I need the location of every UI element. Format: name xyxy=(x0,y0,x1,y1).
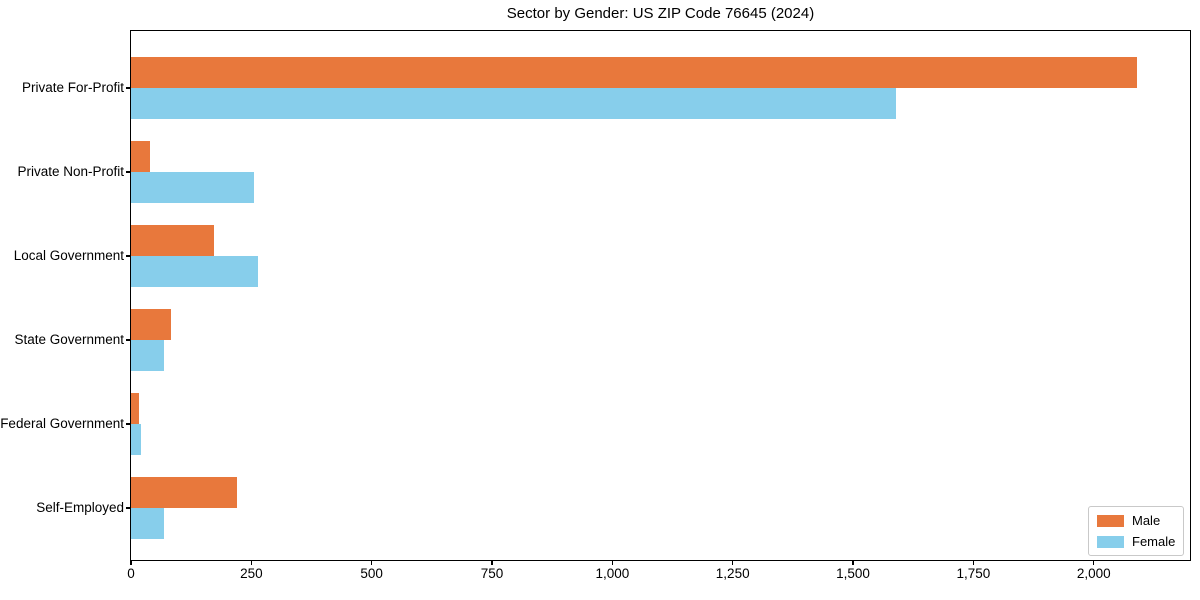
bar-female-2 xyxy=(131,256,259,287)
x-tick-mark xyxy=(250,560,252,565)
x-tick-mark xyxy=(611,560,613,565)
legend-item-male: Male xyxy=(1097,513,1175,528)
bar-male-4 xyxy=(131,393,140,424)
y-tick-label: Self-Employed xyxy=(36,500,124,515)
y-tick-mark xyxy=(126,507,131,509)
bar-male-2 xyxy=(131,225,215,256)
x-tick-mark xyxy=(491,560,493,565)
legend-label-male: Male xyxy=(1132,513,1161,528)
bar-male-1 xyxy=(131,141,151,172)
y-tick-label: Local Government xyxy=(13,248,124,263)
y-tick-mark xyxy=(126,87,131,89)
y-tick-label: Private Non-Profit xyxy=(17,164,124,179)
legend-label-female: Female xyxy=(1132,534,1176,549)
legend-swatch-female-icon xyxy=(1097,535,1124,548)
x-tick-label: 1,500 xyxy=(836,566,870,581)
x-tick-label: 2,000 xyxy=(1076,566,1111,581)
x-tick-label: 250 xyxy=(240,566,263,581)
x-tick-label: 1,750 xyxy=(956,566,991,581)
bar-male-5 xyxy=(131,477,237,508)
x-tick-label: 1,000 xyxy=(595,566,630,581)
y-tick-mark xyxy=(126,255,131,257)
legend-item-female: Female xyxy=(1097,534,1175,549)
y-tick-mark xyxy=(126,339,131,341)
bar-female-3 xyxy=(131,340,165,371)
bar-male-0 xyxy=(131,57,1138,88)
bar-female-1 xyxy=(131,172,255,203)
x-tick-label: 0 xyxy=(127,566,135,581)
legend: Male Female xyxy=(1088,506,1184,556)
chart-title: Sector by Gender: US ZIP Code 76645 (202… xyxy=(506,5,815,22)
x-tick-mark xyxy=(1093,560,1095,565)
bar-female-5 xyxy=(131,508,165,539)
y-tick-label: Private For-Profit xyxy=(21,80,124,95)
y-tick-mark xyxy=(126,423,131,425)
y-tick-label: Federal Government xyxy=(0,416,124,431)
bar-female-4 xyxy=(131,424,142,455)
x-tick-label: 1,250 xyxy=(715,566,750,581)
plot-area xyxy=(131,31,1190,560)
x-tick-label: 750 xyxy=(480,566,504,581)
x-tick-label: 500 xyxy=(360,566,383,581)
x-tick-mark xyxy=(972,560,975,565)
bar-male-3 xyxy=(131,309,171,340)
y-tick-mark xyxy=(126,171,131,173)
x-tick-mark xyxy=(371,560,373,565)
legend-swatch-male-icon xyxy=(1097,514,1124,527)
bar-female-0 xyxy=(131,88,897,119)
x-tick-mark xyxy=(852,560,854,565)
x-tick-mark xyxy=(130,560,132,565)
y-tick-label: State Government xyxy=(14,332,124,347)
x-tick-mark xyxy=(732,560,734,565)
